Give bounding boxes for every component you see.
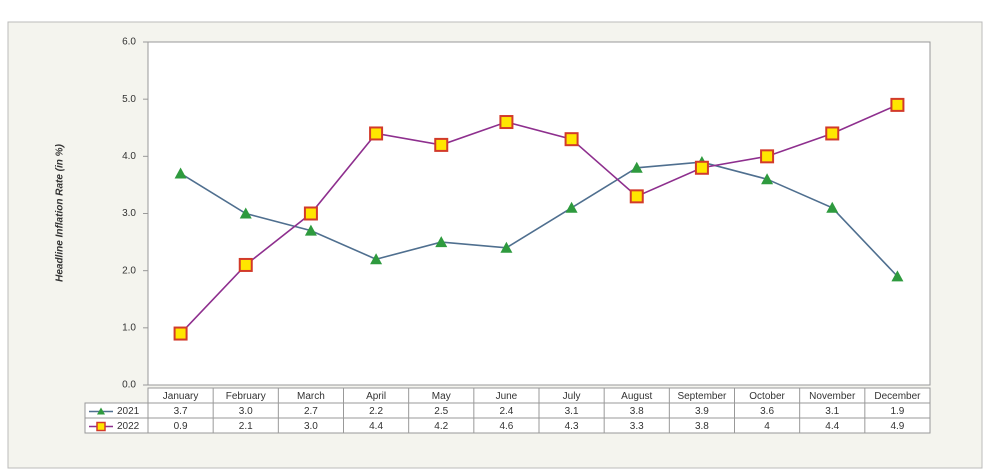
table-value: 3.9: [695, 406, 709, 417]
table-value: 2.2: [369, 406, 383, 417]
table-value: 4.9: [890, 421, 904, 432]
y-axis-label: Headline Inflation Rate (in %): [55, 143, 66, 281]
table-value: 4.4: [369, 421, 383, 432]
x-tick-label: December: [874, 391, 921, 402]
x-tick-label: March: [297, 391, 325, 402]
table-value: 4: [764, 421, 770, 432]
series-line: [180, 104, 898, 335]
table-value: 3.1: [825, 406, 839, 417]
table-value: 0.9: [174, 421, 188, 432]
y-tick-label: 3.0: [122, 208, 136, 219]
y-tick-label: 0.0: [122, 380, 136, 391]
x-tick-label: January: [163, 391, 199, 402]
table-value: 2.1: [239, 421, 253, 432]
table-value: 3.0: [304, 421, 318, 432]
x-tick-label: June: [496, 391, 518, 402]
marker: [499, 115, 514, 130]
marker: [435, 236, 448, 248]
marker: [565, 201, 578, 213]
table-value: 4.6: [499, 421, 513, 432]
table-value: 2.7: [304, 406, 318, 417]
marker: [629, 189, 644, 204]
table-value: 4.3: [565, 421, 579, 432]
legend-label: 2022: [117, 421, 140, 432]
x-tick-label: September: [677, 391, 727, 402]
marker: [890, 97, 905, 112]
table-value: 3.7: [174, 406, 188, 417]
plot-area: [147, 41, 931, 386]
table-value: 2.4: [499, 406, 513, 417]
legend-label: 2021: [117, 406, 140, 417]
table-value: 3.8: [695, 421, 709, 432]
x-tick-label: May: [432, 391, 451, 402]
marker: [564, 132, 579, 147]
marker: [303, 206, 318, 221]
marker: [500, 241, 513, 253]
x-tick-label: November: [809, 391, 856, 402]
x-tick-label: April: [366, 391, 386, 402]
marker: [304, 224, 317, 236]
marker: [370, 253, 383, 265]
table-value: 3.1: [565, 406, 579, 417]
table-value: 2.5: [434, 406, 448, 417]
series-line: [180, 161, 898, 277]
marker: [694, 160, 709, 175]
marker: [826, 201, 839, 213]
y-tick-label: 4.0: [122, 151, 136, 162]
table-value: 3.8: [630, 406, 644, 417]
marker: [891, 270, 904, 282]
marker: [369, 126, 384, 141]
y-tick-label: 1.0: [122, 322, 136, 333]
marker: [761, 173, 774, 185]
table-value: 1.9: [890, 406, 904, 417]
marker: [434, 137, 449, 152]
y-tick-label: 5.0: [122, 94, 136, 105]
marker: [630, 161, 643, 173]
table-value: 3.0: [239, 406, 253, 417]
x-tick-label: October: [749, 391, 785, 402]
table-value: 3.3: [630, 421, 644, 432]
marker: [825, 126, 840, 141]
y-tick-label: 2.0: [122, 265, 136, 276]
marker: [174, 167, 187, 179]
table-value: 4.2: [434, 421, 448, 432]
x-tick-label: February: [226, 391, 266, 402]
table-value: 4.4: [825, 421, 839, 432]
marker: [760, 149, 775, 164]
x-tick-label: August: [621, 391, 652, 402]
marker: [239, 207, 252, 219]
y-tick-label: 6.0: [122, 37, 136, 48]
legend-marker: [96, 421, 106, 432]
legend-marker: [97, 407, 105, 415]
table-value: 3.6: [760, 406, 774, 417]
marker: [173, 326, 188, 341]
x-tick-label: July: [563, 391, 581, 402]
marker: [238, 257, 253, 272]
